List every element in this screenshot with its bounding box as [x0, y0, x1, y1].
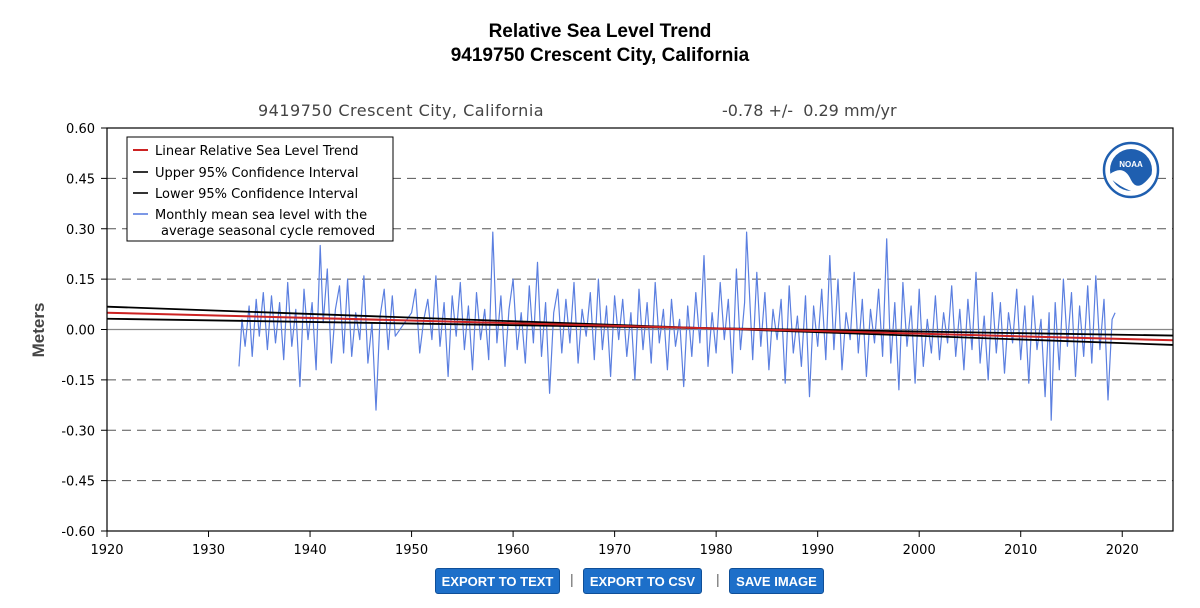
page-subtitle: 9419750 Crescent City, California: [450, 45, 750, 66]
x-tick-label: 2020: [1106, 543, 1139, 558]
legend: Linear Relative Sea Level Trend Upper 95…: [126, 136, 394, 242]
toolbar-separator: |: [570, 571, 574, 587]
x-tick-label: 1960: [497, 543, 530, 558]
page-title: Relative Sea Level Trend: [488, 21, 712, 42]
y-tick-label: 0.30: [66, 223, 95, 238]
x-tick-label: 1990: [801, 543, 834, 558]
x-tick-label: 2010: [1004, 543, 1037, 558]
legend-box: [126, 136, 394, 242]
data-lines: [106, 231, 1174, 421]
y-tick-label: 0.60: [66, 122, 95, 137]
export-to-csv-button[interactable]: EXPORT TO CSV: [583, 568, 702, 594]
x-tick-label: 1920: [90, 543, 123, 558]
y-tick-label: -0.30: [61, 424, 95, 439]
legend-label-monthly: Monthly mean sea level with the: [155, 208, 367, 223]
x-axis: 1920 1930 1940 1950 1960 1970 1980 1990 2000 2010…: [90, 531, 1139, 558]
y-axis-label: Meters: [29, 303, 48, 358]
trend-line: [106, 311, 1174, 342]
legend-label-monthly-2: average seasonal cycle removed: [161, 224, 375, 239]
y-tick-label: 0.00: [66, 324, 95, 339]
x-tick-label: 1970: [598, 543, 631, 558]
toolbar-separator: |: [716, 571, 720, 587]
y-tick-label: 0.45: [66, 172, 95, 187]
y-tick-label: -0.60: [61, 525, 95, 540]
sea-level-chart: 9419750 Crescent City, California -0.78 …: [29, 101, 1174, 558]
chart-trend-rate: -0.78 +/- 0.29 mm/yr: [722, 101, 897, 120]
x-tick-label: 1950: [395, 543, 428, 558]
y-tick-label: 0.15: [66, 273, 95, 288]
y-tick-label: -0.15: [61, 374, 95, 389]
save-image-button[interactable]: SAVE IMAGE: [729, 568, 824, 594]
noaa-logo: NOAA: [1102, 141, 1160, 199]
noaa-logo-bird-icon: [1110, 170, 1152, 192]
chart-station-label: 9419750 Crescent City, California: [258, 101, 544, 120]
x-tick-label: 1930: [192, 543, 225, 558]
export-toolbar: EXPORT TO TEXT | EXPORT TO CSV | SAVE IM…: [0, 568, 1200, 596]
x-tick-label: 1940: [294, 543, 327, 558]
legend-label-upper: Upper 95% Confidence Interval: [155, 166, 359, 181]
y-tick-label: -0.45: [61, 475, 95, 490]
y-axis: 0.60 0.45 0.30 0.15 0.00 -0.15 -0.30 -0.45 -0.60: [61, 122, 107, 540]
x-tick-label: 1980: [700, 543, 733, 558]
legend-label-lower: Lower 95% Confidence Interval: [155, 187, 358, 202]
noaa-logo-text: NOAA: [1119, 160, 1143, 169]
page-title-block: Relative Sea Level Trend 9419750 Crescen…: [0, 20, 1200, 68]
plot-frame: [106, 127, 1174, 532]
export-to-text-button[interactable]: EXPORT TO TEXT: [435, 568, 560, 594]
legend-label-trend: Linear Relative Sea Level Trend: [155, 144, 358, 159]
x-tick-label: 2000: [903, 543, 936, 558]
